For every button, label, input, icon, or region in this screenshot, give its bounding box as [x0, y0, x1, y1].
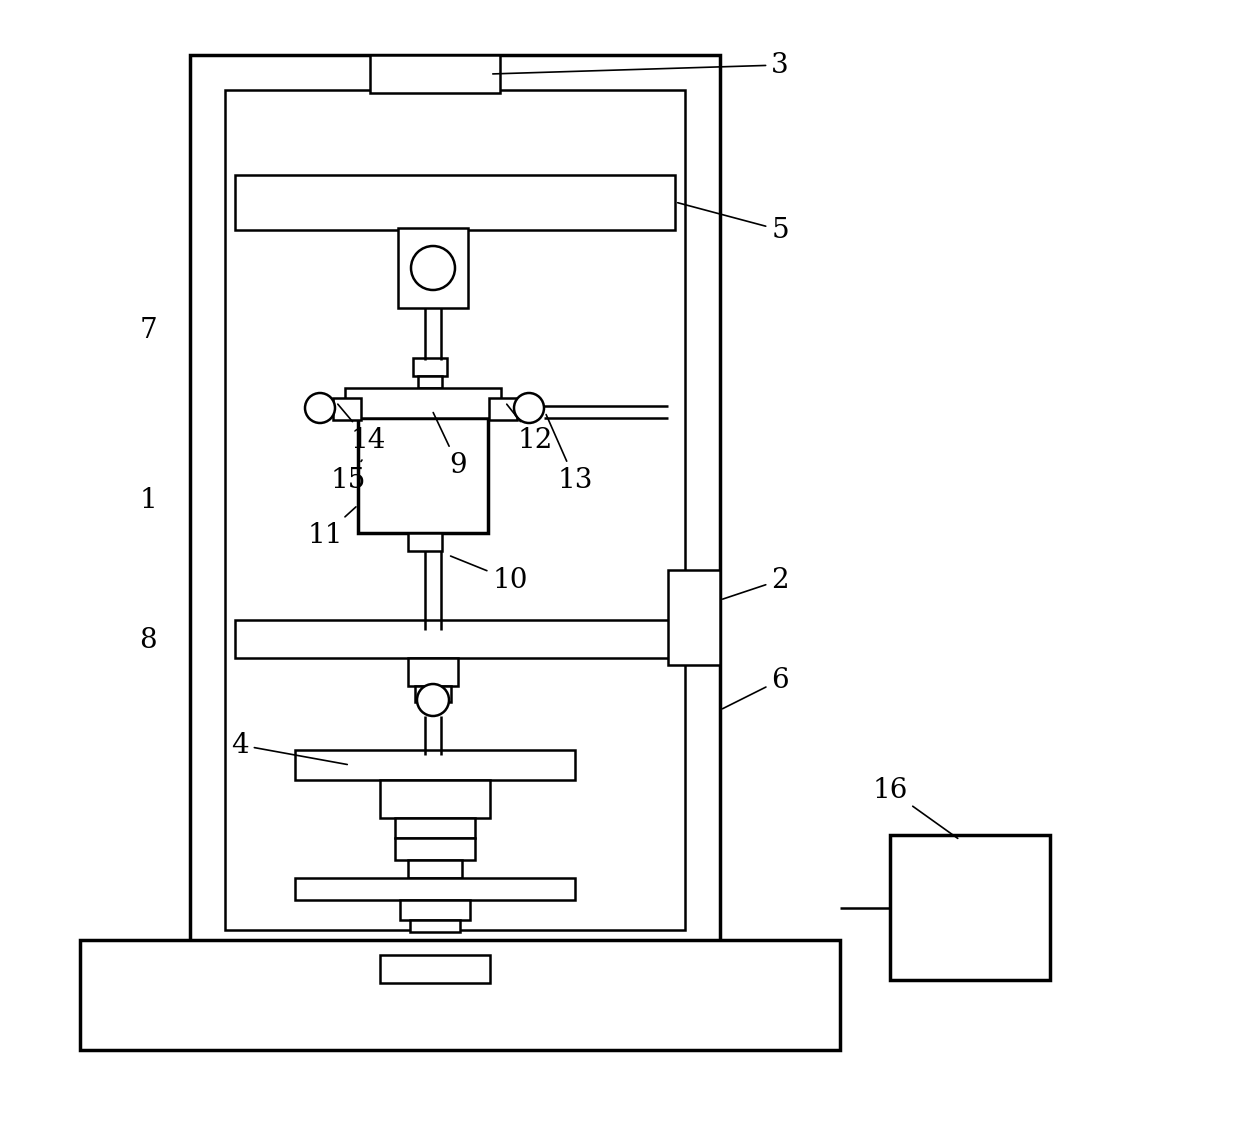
Bar — [668, 570, 720, 665]
Text: 10: 10 — [450, 556, 528, 593]
Circle shape — [305, 393, 335, 423]
Bar — [224, 90, 684, 930]
Bar — [401, 900, 470, 920]
Text: 5: 5 — [678, 202, 789, 243]
Bar — [379, 955, 490, 983]
Circle shape — [410, 247, 455, 290]
Bar — [890, 835, 1050, 980]
Bar — [236, 620, 675, 658]
Bar — [489, 398, 517, 420]
Circle shape — [417, 684, 449, 716]
Text: 2: 2 — [723, 567, 789, 599]
Bar — [396, 818, 475, 838]
Text: 7: 7 — [139, 317, 157, 343]
Circle shape — [515, 393, 544, 423]
Bar — [398, 228, 467, 308]
Bar — [408, 658, 458, 686]
Bar — [334, 398, 361, 420]
Bar — [236, 175, 675, 229]
Bar — [410, 920, 460, 932]
Bar — [379, 780, 490, 818]
Text: 9: 9 — [433, 412, 466, 478]
Bar — [408, 533, 441, 551]
Bar — [396, 838, 475, 860]
Bar — [358, 418, 489, 533]
Text: 8: 8 — [139, 626, 156, 653]
Text: 16: 16 — [872, 777, 957, 838]
Text: 6: 6 — [723, 667, 789, 709]
Text: 14: 14 — [337, 404, 386, 453]
Bar — [370, 55, 500, 93]
Text: 4: 4 — [231, 732, 347, 765]
Bar — [415, 686, 451, 702]
Bar — [295, 750, 575, 780]
Bar — [295, 878, 575, 900]
Text: 15: 15 — [330, 460, 366, 493]
Text: 13: 13 — [546, 415, 593, 493]
Text: 3: 3 — [492, 51, 789, 78]
Text: 11: 11 — [308, 507, 356, 549]
Text: 1: 1 — [139, 486, 157, 513]
Bar — [418, 376, 441, 389]
Bar — [408, 860, 463, 878]
Bar — [413, 358, 446, 376]
Bar — [190, 55, 720, 964]
Bar — [345, 389, 501, 418]
Text: 12: 12 — [507, 404, 553, 453]
Bar — [81, 939, 839, 1050]
